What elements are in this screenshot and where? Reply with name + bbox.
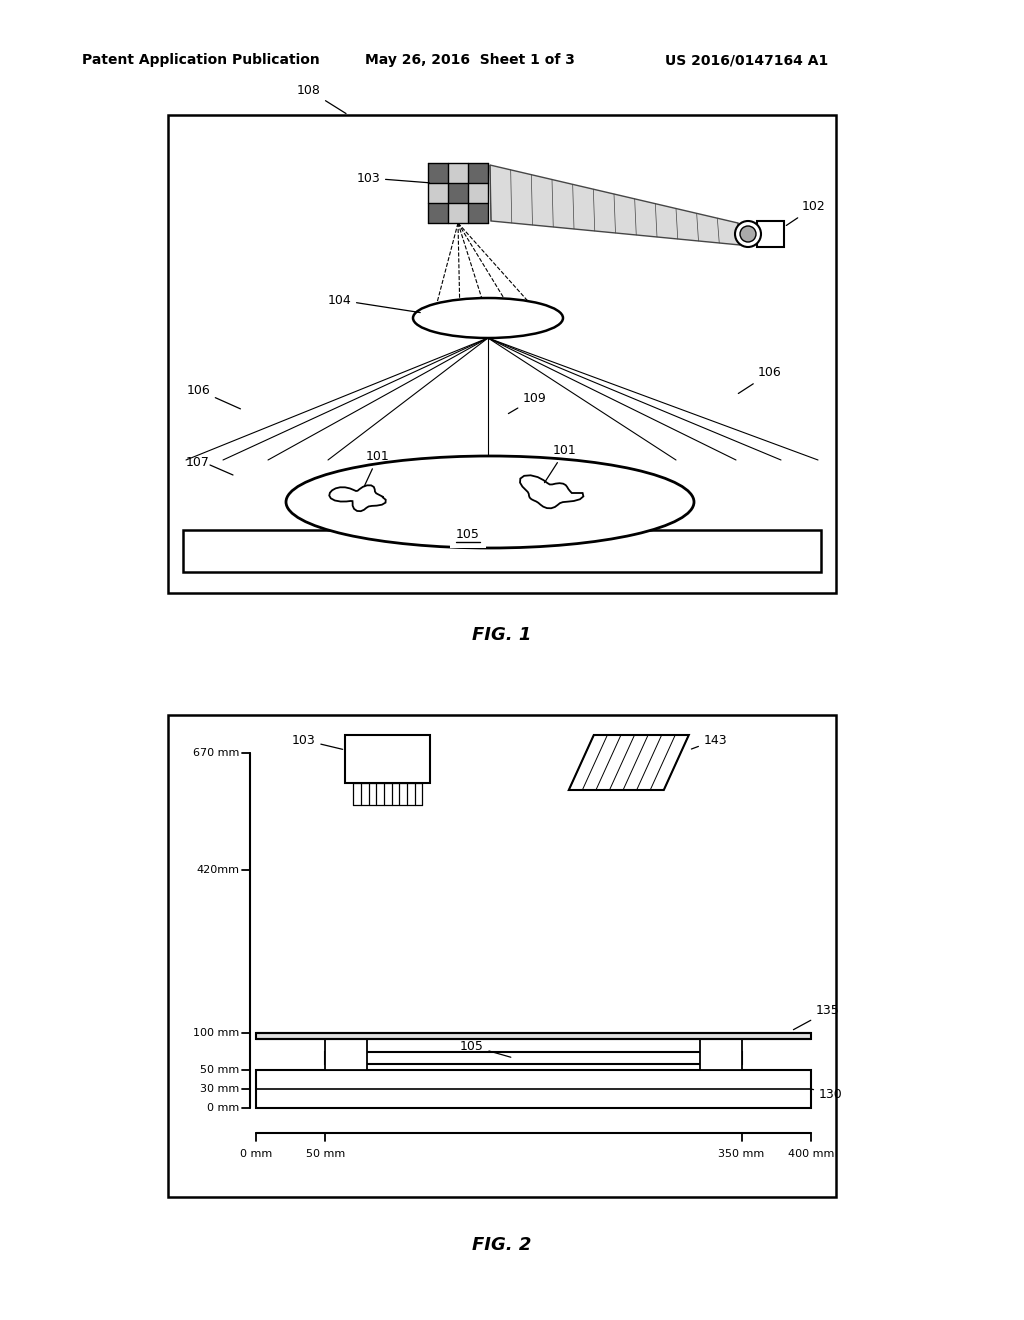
Text: 130: 130: [811, 1088, 843, 1101]
Text: 143: 143: [691, 734, 727, 748]
Text: 106: 106: [738, 367, 781, 393]
Text: US 2016/0147164 A1: US 2016/0147164 A1: [665, 53, 828, 67]
Text: 103: 103: [356, 172, 429, 185]
Text: 0 mm: 0 mm: [207, 1104, 239, 1113]
Bar: [449, 183, 468, 203]
Circle shape: [740, 226, 756, 242]
Text: 105: 105: [456, 528, 480, 541]
Text: 350 mm: 350 mm: [719, 1148, 765, 1159]
Text: 105: 105: [460, 1040, 511, 1057]
Text: Patent Application Publication: Patent Application Publication: [82, 53, 319, 67]
Bar: [428, 203, 449, 223]
Ellipse shape: [286, 455, 694, 548]
Polygon shape: [568, 735, 689, 789]
Bar: [449, 162, 468, 183]
Text: 30 mm: 30 mm: [200, 1084, 239, 1094]
Text: 109: 109: [508, 392, 547, 413]
Bar: [326, 1052, 741, 1064]
Bar: [468, 183, 488, 203]
Text: 106: 106: [186, 384, 241, 409]
Bar: [183, 531, 821, 572]
Text: 50 mm: 50 mm: [200, 1065, 239, 1074]
Text: FIG. 2: FIG. 2: [472, 1236, 531, 1254]
Text: 104: 104: [328, 293, 420, 313]
Text: 400 mm: 400 mm: [787, 1148, 835, 1159]
Text: 0 mm: 0 mm: [240, 1148, 272, 1159]
Ellipse shape: [413, 298, 563, 338]
Bar: [428, 183, 449, 203]
Bar: [468, 203, 488, 223]
Text: 100 mm: 100 mm: [193, 1028, 239, 1038]
Text: 135: 135: [794, 1005, 840, 1030]
Bar: [256, 1071, 811, 1107]
Bar: [168, 115, 836, 593]
Text: 50 mm: 50 mm: [306, 1148, 345, 1159]
Bar: [256, 1034, 811, 1039]
Text: 107: 107: [186, 455, 210, 469]
Polygon shape: [757, 220, 784, 247]
Polygon shape: [520, 475, 584, 508]
Text: 103: 103: [292, 734, 343, 750]
Bar: [345, 735, 430, 783]
Text: 670 mm: 670 mm: [193, 748, 239, 758]
Text: 101: 101: [545, 445, 577, 483]
Text: FIG. 1: FIG. 1: [472, 626, 531, 644]
Text: May 26, 2016  Sheet 1 of 3: May 26, 2016 Sheet 1 of 3: [365, 53, 574, 67]
Text: 101: 101: [365, 450, 390, 487]
Bar: [168, 715, 836, 1197]
Bar: [326, 1038, 367, 1071]
Circle shape: [735, 220, 761, 247]
Polygon shape: [330, 486, 386, 511]
Text: 108: 108: [297, 83, 346, 114]
Bar: [428, 162, 449, 183]
Text: 102: 102: [786, 201, 825, 226]
Bar: [449, 203, 468, 223]
Polygon shape: [490, 165, 740, 246]
Bar: [700, 1038, 741, 1071]
Bar: [468, 162, 488, 183]
Text: 420mm: 420mm: [196, 865, 239, 875]
